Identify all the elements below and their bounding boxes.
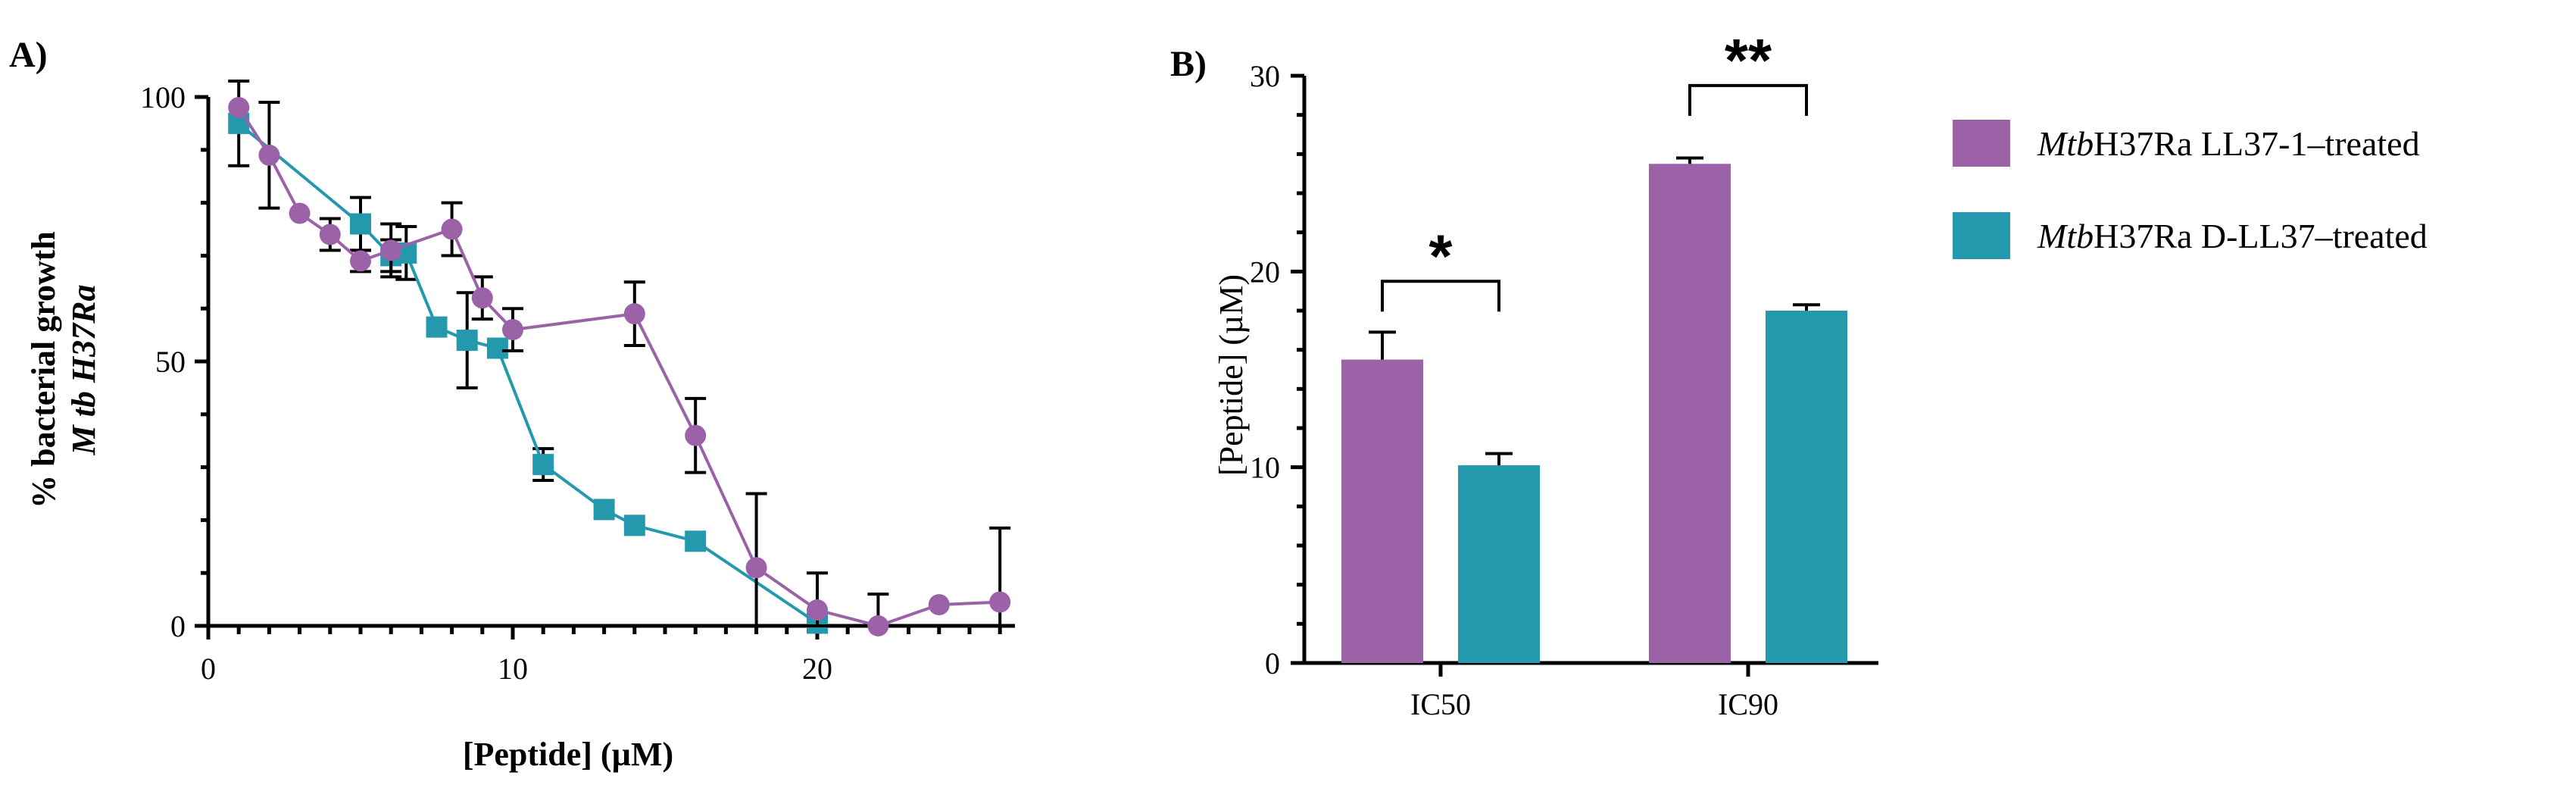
- bar-ic50-d-ll37: [1458, 465, 1540, 663]
- series-teal: [228, 80, 828, 634]
- data-point-circle: [928, 594, 950, 616]
- data-point-circle: [289, 202, 311, 224]
- data-point-circle: [502, 319, 523, 341]
- data-point-circle: [319, 224, 341, 245]
- data-point-circle: [745, 557, 767, 579]
- panel-b-legend: MtbH37Ra LL37-1–treated MtbH37Ra D-LL37–t…: [1953, 120, 2428, 259]
- series-purple: [228, 96, 1011, 636]
- significance-marker: **: [1725, 27, 1772, 94]
- bar-ic50-ll37-1: [1341, 359, 1423, 663]
- data-point-square: [623, 514, 645, 536]
- panel-a-x-axis-title: [Peptide] (µM): [463, 736, 673, 773]
- panel-a-series: [228, 80, 1011, 636]
- data-point-circle: [258, 144, 280, 166]
- panel-b-x-tick-label: IC50: [1410, 687, 1471, 721]
- panel-a-axes: 0 10 20 0 50 100: [140, 80, 1015, 686]
- legend-swatch: [1953, 212, 2010, 259]
- legend-swatch: [1953, 120, 2010, 167]
- data-point-square: [685, 530, 707, 552]
- data-point-square: [456, 330, 478, 352]
- panel-a-x-tick-label: 0: [201, 652, 216, 686]
- data-point-circle: [685, 424, 707, 446]
- legend-label: MtbH37Ra LL37-1–treated: [2037, 124, 2420, 163]
- panel-a-y-tick-label: 50: [155, 345, 186, 379]
- panel-a-y-tick-label: 0: [170, 609, 186, 643]
- data-point-square: [426, 316, 448, 338]
- bar-ic90-ll37-1: [1649, 164, 1731, 663]
- data-point-circle: [623, 303, 645, 325]
- data-point-circle: [441, 218, 463, 240]
- panel-a-x-tick-label: 20: [802, 652, 832, 686]
- data-point-square: [350, 213, 371, 235]
- panel-b-y-axis-title: [Peptide] (µM): [1213, 274, 1250, 476]
- series-line: [237, 122, 819, 625]
- panel-b-y-tick-label: 20: [1250, 255, 1280, 289]
- panel-a-x-tick-label: 10: [498, 652, 528, 686]
- panel-a-y-axis-title-line1: % bacterial growth: [25, 231, 62, 508]
- data-point-circle: [471, 287, 493, 309]
- data-point-circle: [228, 96, 250, 118]
- data-point-circle: [867, 615, 889, 636]
- panel-b-y-tick-label: 30: [1250, 59, 1280, 93]
- panel-b-y-tick-label: 0: [1265, 646, 1280, 680]
- panel-b-bars: ***: [1341, 27, 1847, 663]
- significance-marker: *: [1429, 222, 1453, 289]
- panel-a-y-axis-title-line2: M tb H37Ra: [65, 285, 102, 456]
- panel-a-y-tick-label: 100: [140, 80, 186, 114]
- bar-ic90-d-ll37: [1766, 311, 1847, 663]
- panel-a-label: A): [9, 35, 48, 75]
- panel-b-x-tick-label: IC90: [1718, 687, 1778, 721]
- series-line: [237, 106, 1001, 628]
- panel-a-line-chart: A) 0 10 20 0 50 100 [Peptide] (µM) % bacteria…: [9, 35, 1015, 773]
- significance-bracket: [1688, 83, 1808, 116]
- data-point-square: [532, 454, 554, 476]
- panel-b-label: B): [1170, 44, 1207, 84]
- data-point-circle: [380, 239, 402, 261]
- data-point-circle: [350, 250, 371, 272]
- data-point-circle: [989, 591, 1011, 613]
- data-point-square: [486, 337, 508, 359]
- significance-bracket: [1381, 280, 1500, 312]
- legend-label: MtbH37Ra D-LL37–treated: [2037, 217, 2428, 255]
- panel-b-y-tick-label: 10: [1250, 451, 1280, 485]
- data-point-square: [593, 499, 615, 521]
- data-point-circle: [807, 599, 828, 621]
